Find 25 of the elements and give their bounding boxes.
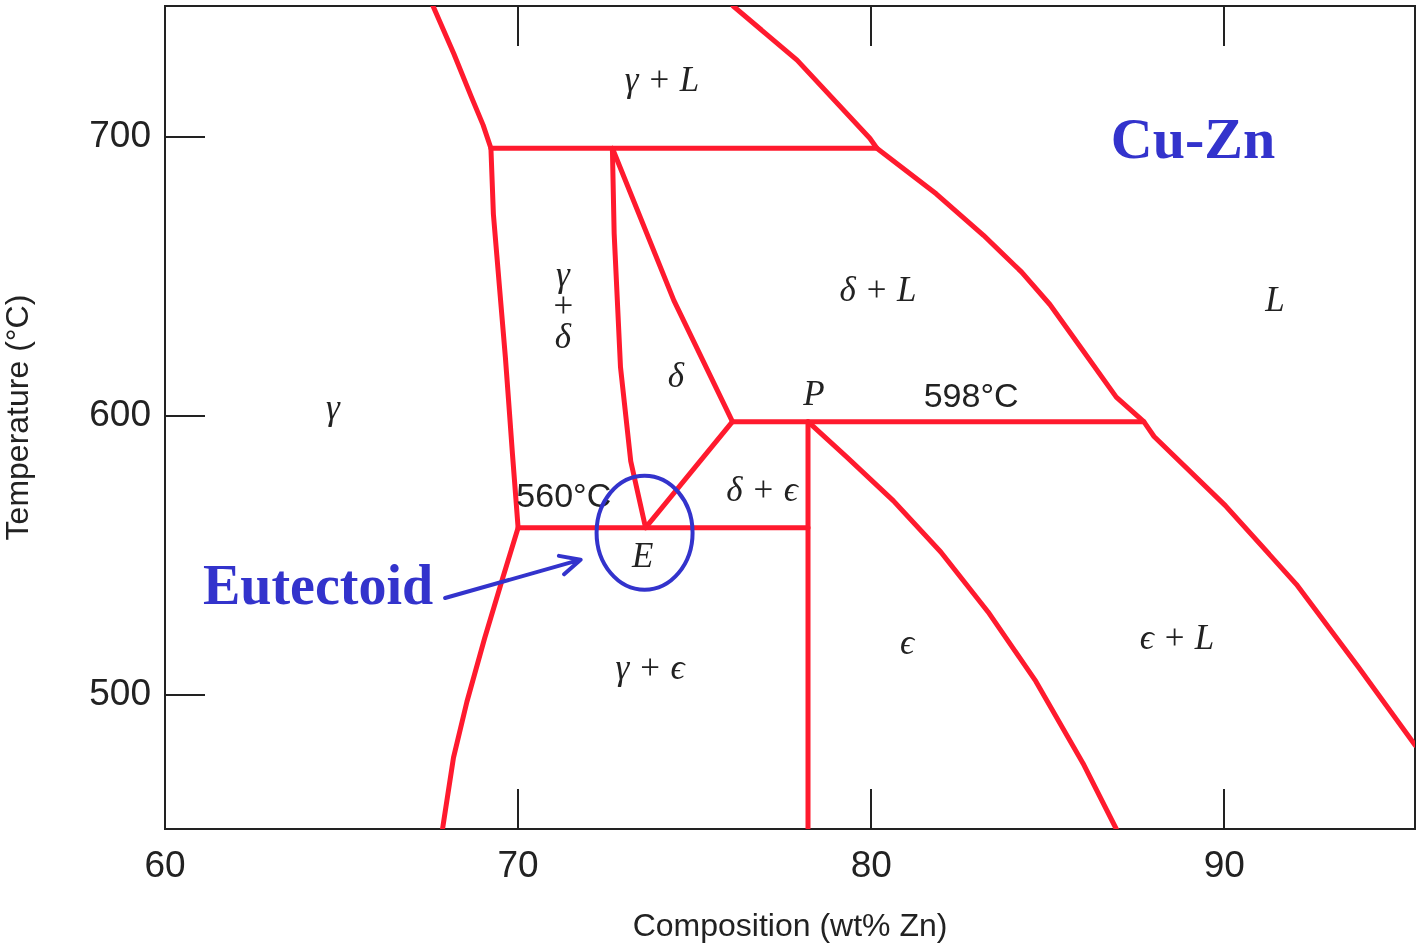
x-axis-title: Composition (wt% Zn) — [632, 906, 948, 943]
annotation: ϵ + L — [1139, 618, 1215, 658]
annotation: L — [1264, 280, 1285, 320]
annotation: γ + δ — [551, 255, 575, 357]
x-tick-label: 60 — [144, 844, 186, 886]
y-axis-title: Temperature (°C) — [0, 294, 36, 541]
annotation: δ + ϵ — [726, 470, 800, 510]
annotation: γ — [326, 388, 342, 428]
annotation: δ — [667, 356, 685, 396]
annotation: P — [802, 373, 825, 413]
annotation: 598°C — [923, 376, 1019, 415]
x-tick-label: 80 — [850, 844, 892, 886]
annotation: 560°C — [516, 476, 612, 515]
y-tick-label: 700 — [89, 114, 151, 156]
y-tick-label: 600 — [89, 393, 151, 435]
x-tick-label: 90 — [1203, 844, 1245, 886]
annotation: γ + L — [624, 60, 700, 100]
annotation: ϵ — [899, 623, 916, 663]
x-tick-label: 70 — [497, 844, 539, 886]
annotation: δ + L — [839, 270, 917, 310]
annotation: γ + ϵ — [615, 648, 687, 688]
annotation: Eutectoid — [202, 554, 434, 617]
annotation: E — [630, 535, 654, 575]
text: Cu-Zn — [1110, 106, 1276, 172]
y-tick-label: 500 — [89, 672, 151, 714]
